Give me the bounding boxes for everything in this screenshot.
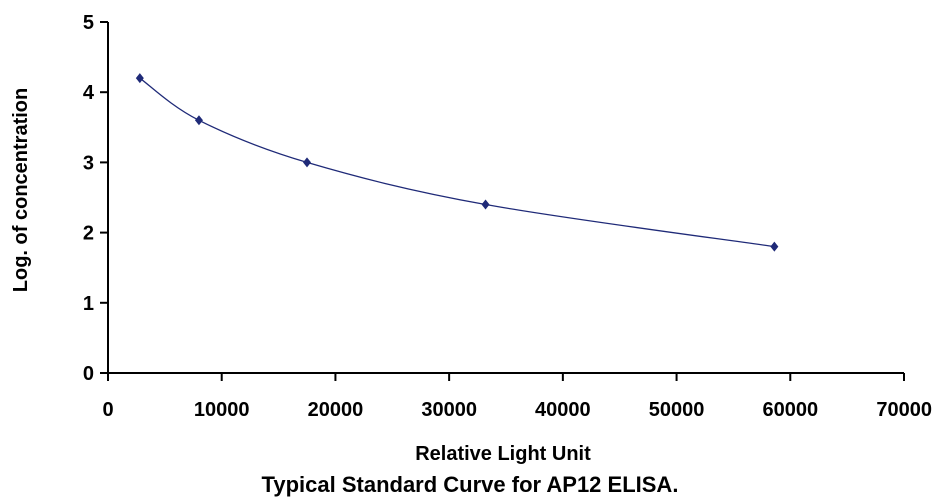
x-axis-title: Relative Light Unit xyxy=(415,443,591,465)
fitted-curve xyxy=(139,77,775,248)
data-point-marker xyxy=(135,73,144,84)
x-tick-label: 70000 xyxy=(876,399,932,421)
data-points xyxy=(135,73,779,252)
x-tick-label: 50000 xyxy=(649,399,705,421)
chart-caption: Typical Standard Curve for AP12 ELISA. xyxy=(262,472,679,497)
x-tick-label: 20000 xyxy=(308,399,364,421)
y-tick-label: 5 xyxy=(83,12,94,34)
x-tick-label: 0 xyxy=(102,399,113,421)
data-point-marker xyxy=(481,199,490,210)
data-point-marker xyxy=(303,157,311,168)
y-tick-label: 0 xyxy=(83,363,94,385)
y-axis-title: Log. of concentration xyxy=(10,88,32,292)
x-tick-label: 40000 xyxy=(535,399,591,421)
y-tick-label: 4 xyxy=(83,82,95,104)
x-tick-label: 60000 xyxy=(762,399,818,421)
y-tick-label: 3 xyxy=(83,152,94,174)
y-tick-label: 2 xyxy=(83,223,94,245)
data-point-marker xyxy=(770,241,779,252)
y-tick-label: 1 xyxy=(83,293,94,315)
x-tick-label: 10000 xyxy=(194,399,250,421)
y-axis-ticks: 0 1 2 3 4 5 xyxy=(83,12,108,385)
data-point-marker xyxy=(194,115,203,126)
x-axis-ticks: 0 10000 20000 30000 40000 50000 60000 70000 xyxy=(102,373,932,421)
x-tick-label: 30000 xyxy=(421,399,477,421)
